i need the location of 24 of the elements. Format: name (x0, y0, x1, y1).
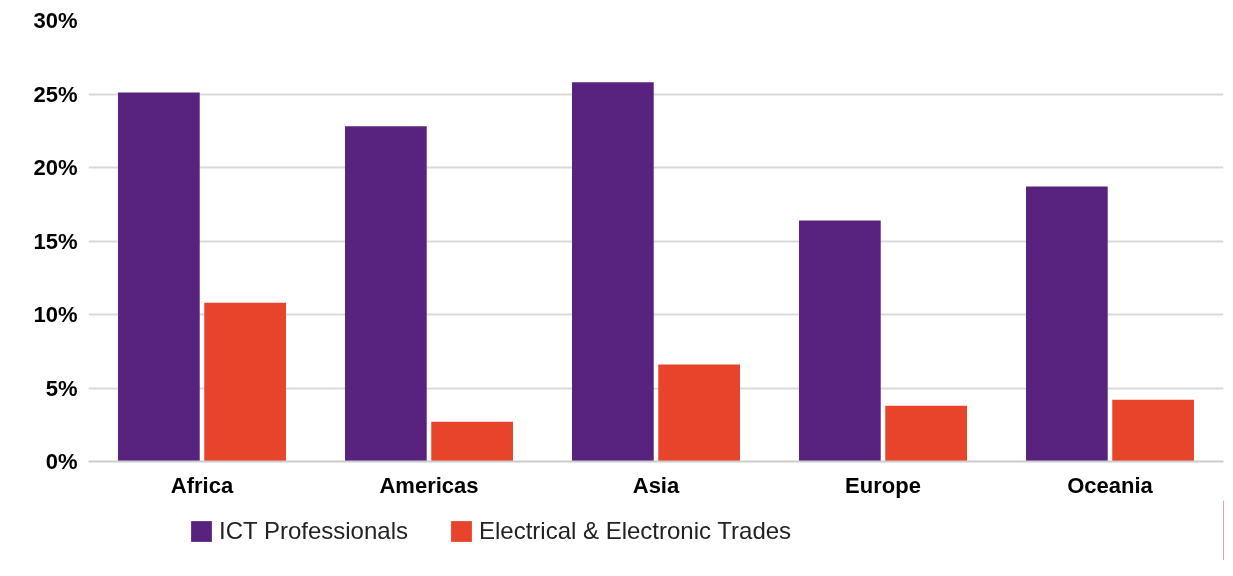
legend-label: Electrical & Electronic Trades (478, 517, 792, 545)
y-tick-label: 20% (33, 155, 78, 180)
x-tick-label: Americas (379, 472, 479, 498)
x-tick-label: Oceania (1067, 472, 1154, 498)
bar (658, 364, 740, 462)
x-tick-label: Europe (845, 472, 921, 498)
y-tick-label: 10% (33, 302, 78, 327)
legend-label: ICT Professionals (219, 517, 408, 545)
bar (1026, 186, 1108, 462)
bar (118, 92, 200, 462)
y-tick-label: 25% (33, 81, 78, 107)
bar (885, 405, 967, 462)
bar (799, 220, 881, 462)
bar (572, 82, 654, 462)
bar (1112, 399, 1194, 462)
x-tick-label: Asia (632, 472, 680, 498)
x-tick-label: Africa (170, 472, 234, 498)
bar (204, 302, 286, 462)
bar (431, 421, 513, 462)
y-tick-label: 5% (45, 375, 78, 401)
y-tick-label: 30% (33, 8, 78, 33)
bar (345, 126, 427, 462)
y-tick-label: 15% (33, 228, 78, 254)
y-tick-label: 0% (45, 449, 78, 474)
